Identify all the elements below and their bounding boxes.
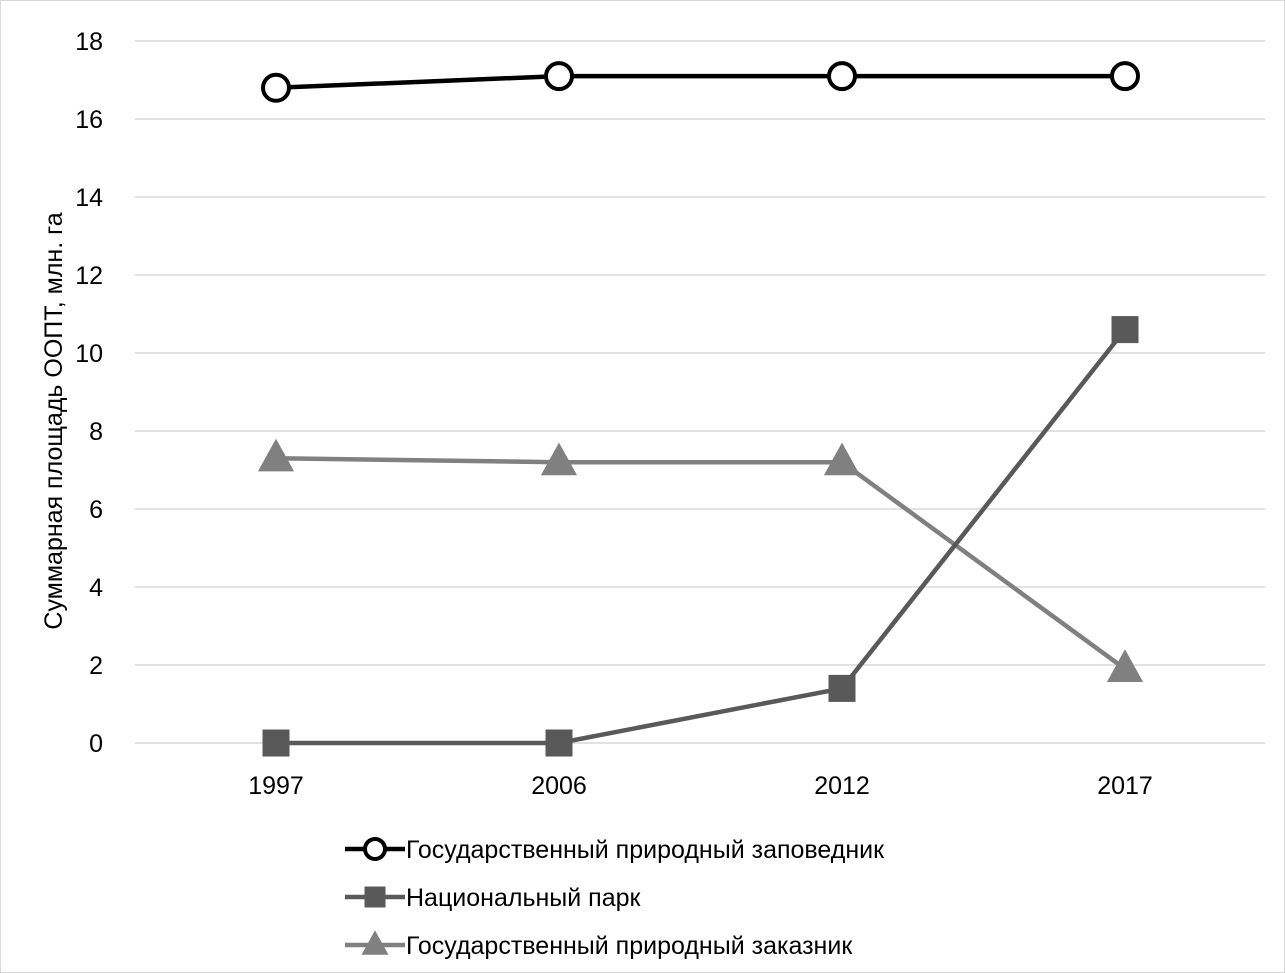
gridlines	[135, 40, 1265, 744]
x-axis-ticks: 1997 2006 2012 2017	[248, 772, 1153, 800]
y-tick-label: 0	[89, 730, 103, 758]
y-tick-label: 12	[75, 262, 103, 290]
legend-item: Государственный природный заказник	[345, 930, 853, 960]
series-2	[262, 316, 1139, 757]
y-tick-label: 18	[75, 28, 103, 56]
data-point-marker	[828, 674, 856, 702]
x-tick-label: 2017	[1097, 772, 1153, 800]
y-tick-label: 4	[89, 574, 103, 602]
data-point-marker	[827, 61, 857, 92]
series-line	[276, 328, 1127, 746]
y-tick-label: 10	[75, 340, 103, 368]
data-point-marker	[1106, 649, 1144, 682]
y-tick-label: 6	[89, 496, 103, 524]
legend-item: Национальный парк	[345, 884, 641, 912]
data-point-marker	[545, 729, 573, 757]
series-line	[275, 456, 1127, 671]
data-point-marker	[1110, 61, 1140, 92]
y-axis-ticks: 0 2 4 6 8 10 12 14 16 18	[75, 28, 103, 758]
y-tick-label: 8	[89, 418, 103, 446]
series	[257, 61, 1144, 757]
data-point-marker	[823, 442, 861, 476]
data-point-marker	[1111, 316, 1139, 344]
legend-item: Государственный природный заповедник	[345, 836, 885, 864]
legend: Государственный природный заповедник Наци…	[345, 836, 885, 960]
legend-label: Государственный природный заповедник	[406, 836, 885, 864]
data-point-marker	[363, 837, 387, 861]
data-point-marker	[544, 61, 574, 92]
data-point-marker	[257, 438, 295, 472]
legend-label: Национальный парк	[406, 884, 641, 912]
y-tick-label: 16	[75, 106, 103, 134]
legend-label: Государственный природный заказник	[406, 932, 853, 960]
data-point-marker	[262, 729, 290, 757]
x-tick-label: 1997	[248, 772, 304, 800]
x-tick-label: 2006	[531, 772, 587, 800]
y-tick-label: 2	[89, 652, 103, 680]
data-point-marker	[261, 72, 291, 103]
data-point-marker	[364, 886, 386, 908]
series-1	[261, 61, 1140, 103]
y-tick-label: 14	[75, 184, 103, 212]
data-point-marker	[361, 930, 389, 955]
series-3	[257, 438, 1144, 682]
y-axis-title: Суммарная площадь ООПТ, млн. га	[40, 212, 68, 629]
x-tick-label: 2012	[814, 772, 870, 800]
series-line	[275, 73, 1125, 91]
data-point-marker	[540, 442, 578, 476]
